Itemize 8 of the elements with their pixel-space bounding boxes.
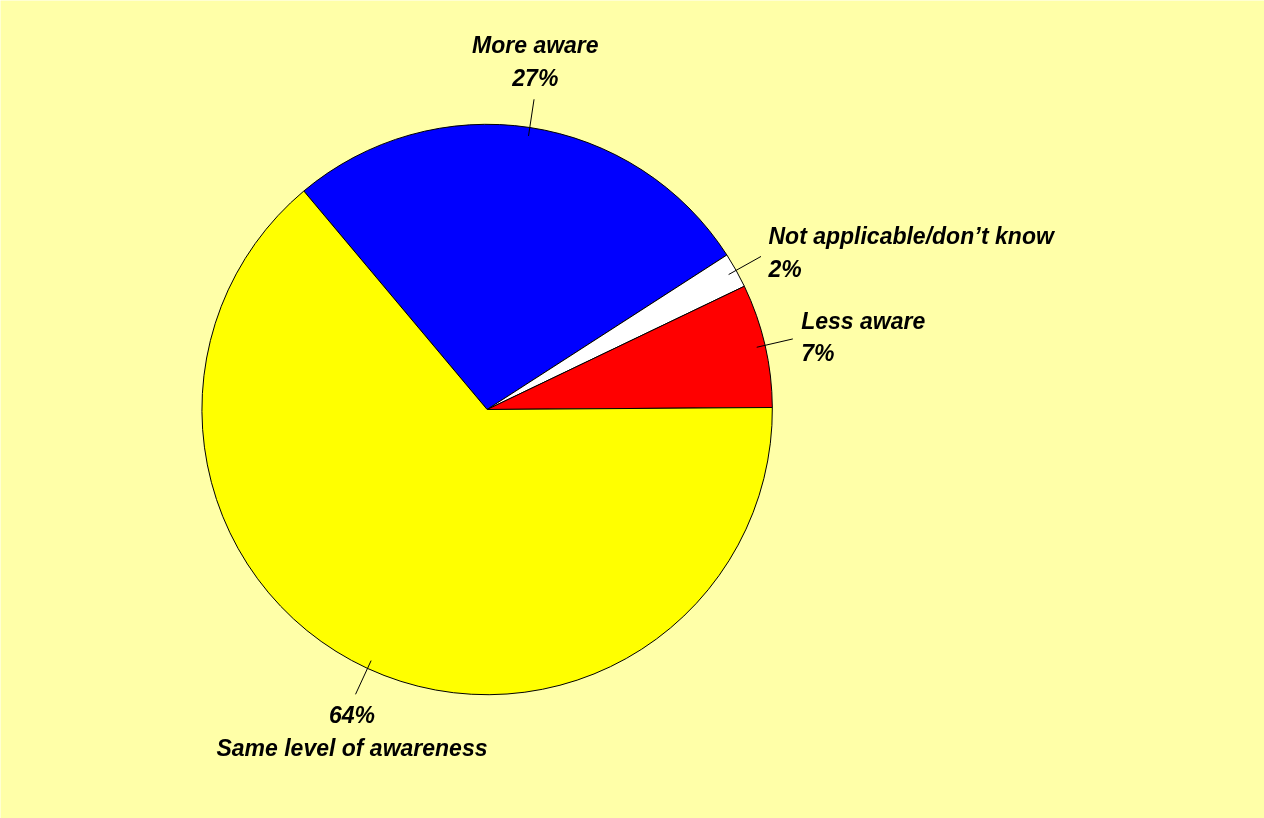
data-label: 2% xyxy=(767,255,802,282)
slice-label: More aware xyxy=(472,32,599,59)
slice-label: Same level of awareness xyxy=(216,734,488,761)
data-label: 7% xyxy=(801,340,835,367)
slice-label: Less aware xyxy=(801,307,926,334)
slice-label: Not applicable/don’t know xyxy=(768,223,1056,250)
data-label: 64% xyxy=(328,702,375,729)
data-label: 27% xyxy=(511,64,559,91)
